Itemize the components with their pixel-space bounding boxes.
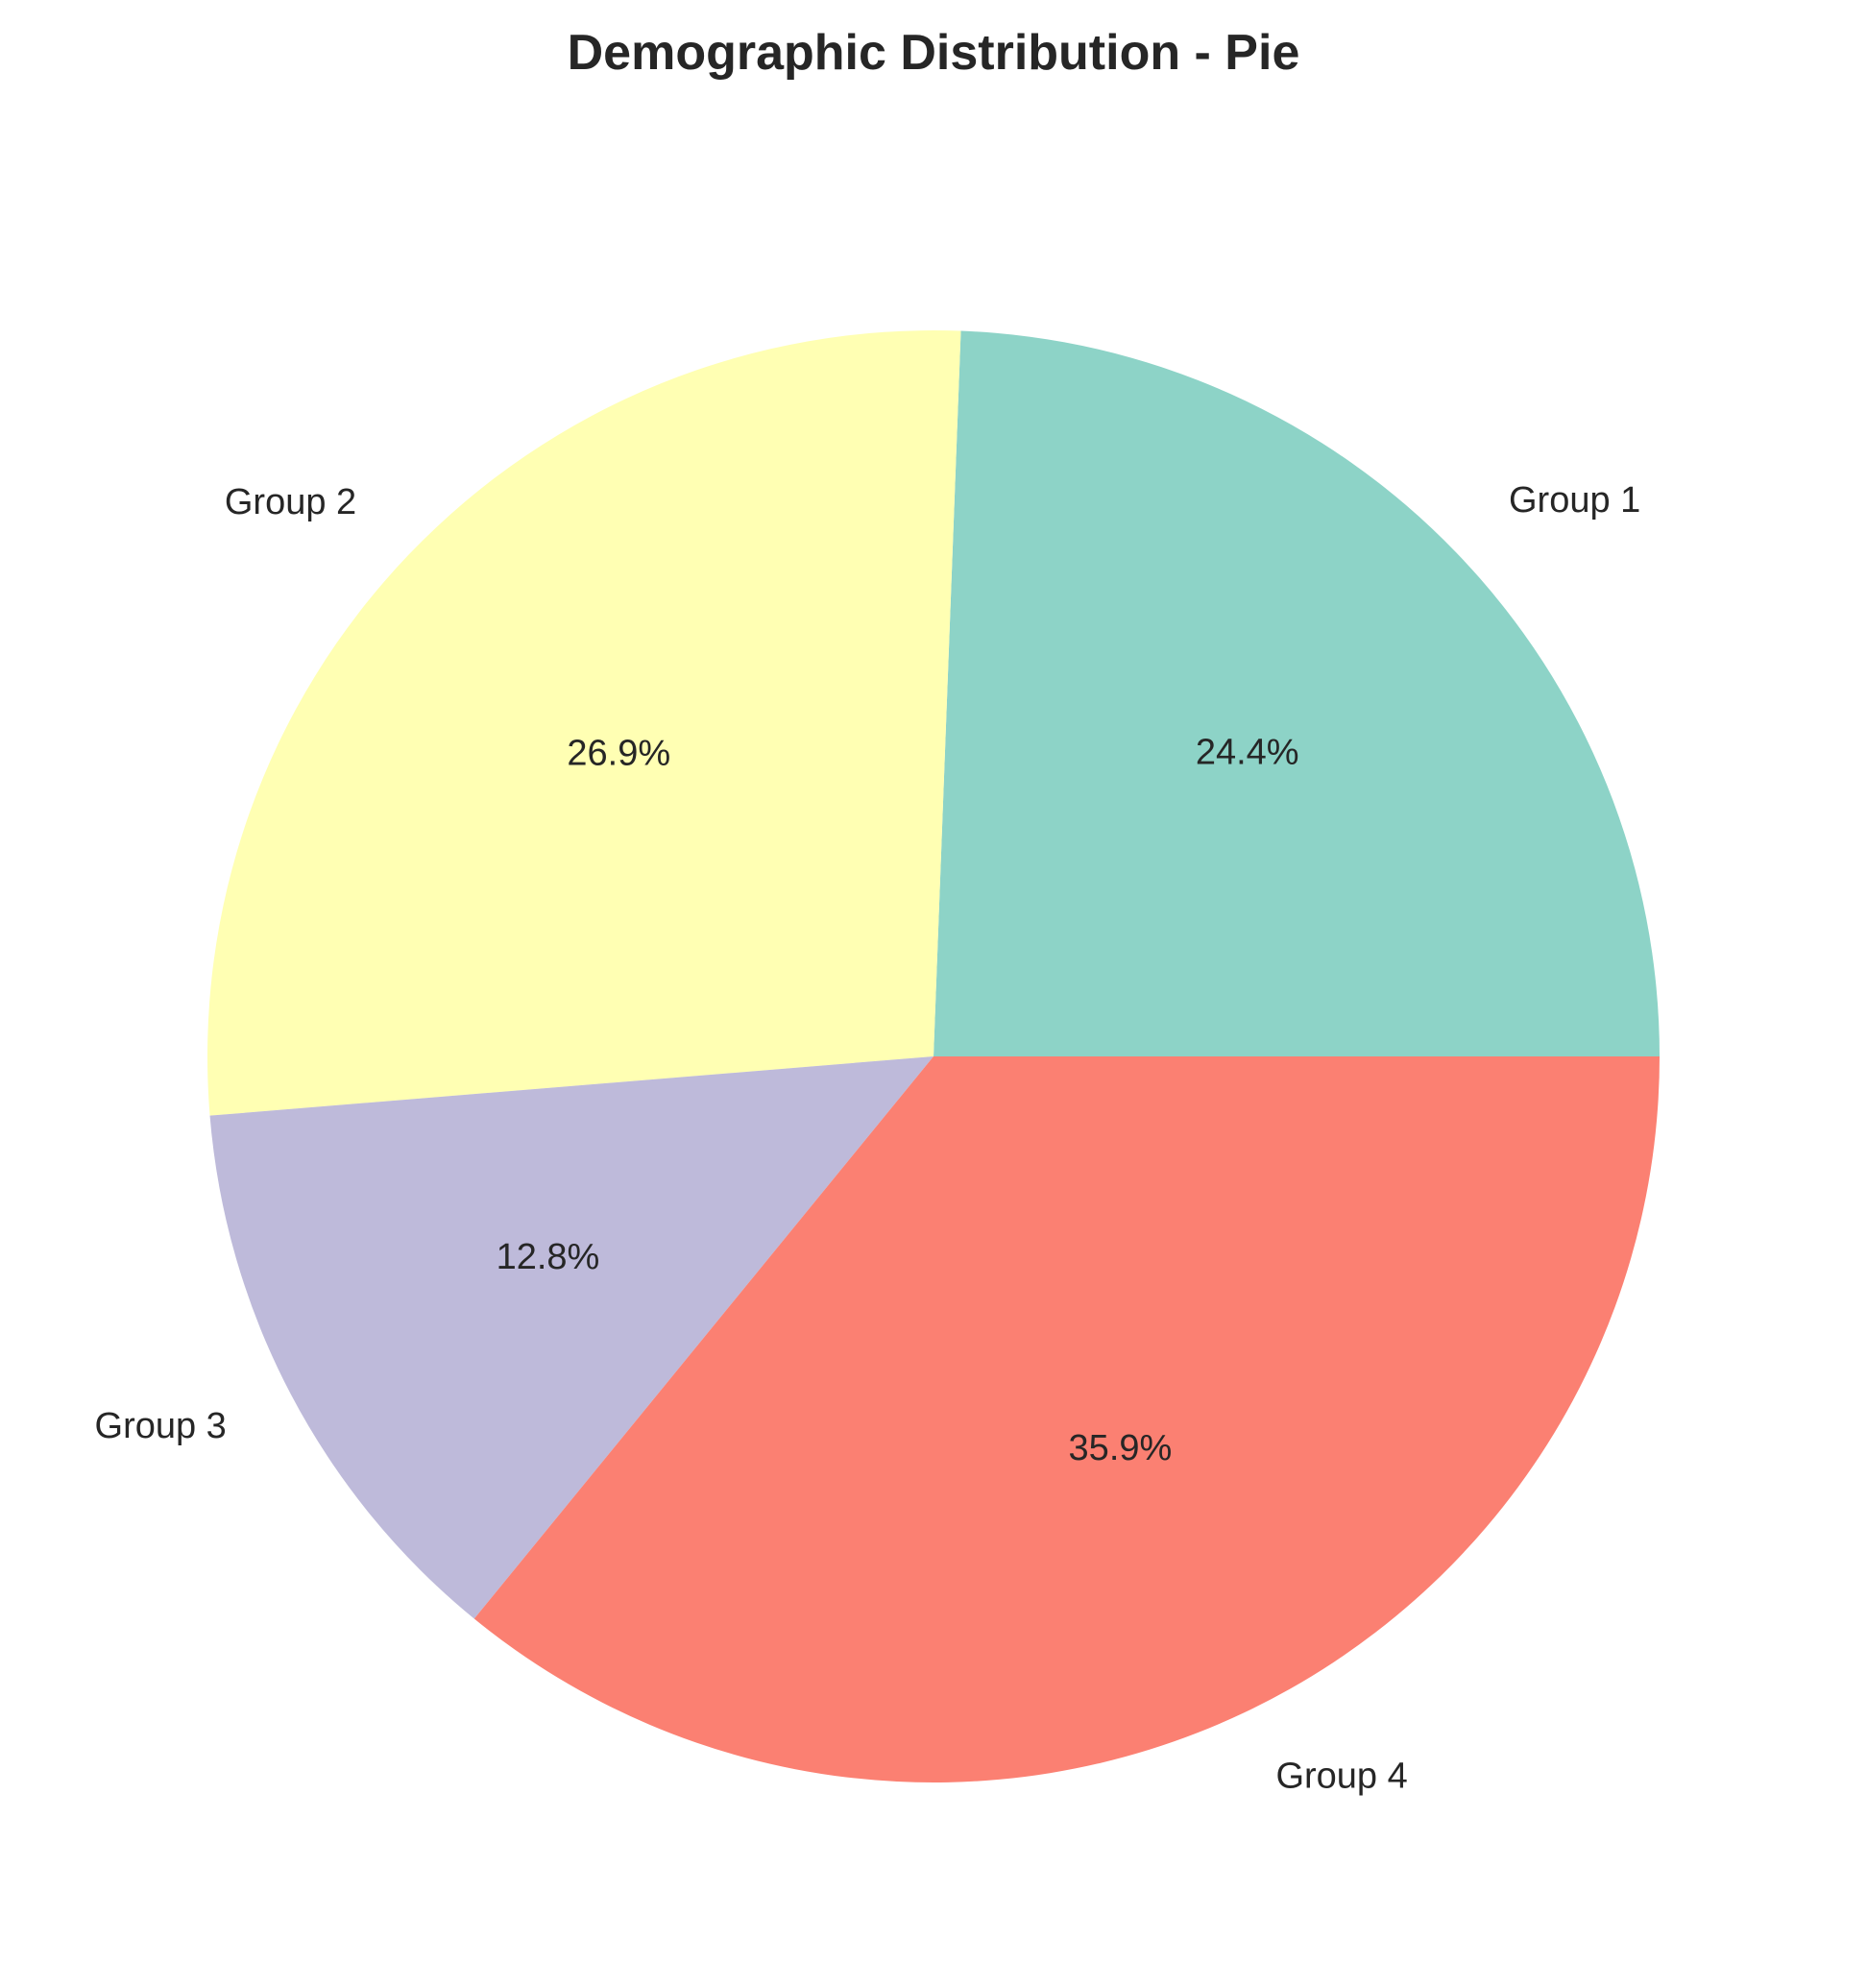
pie-slice-1 <box>934 330 1660 1056</box>
pie-labels: Group 1 24.4% Group 2 26.9% Group 3 12.8% Grou… <box>95 480 1641 1796</box>
pie-slice-2 <box>206 330 961 1116</box>
slice-label-4: Group 4 <box>1275 1756 1407 1796</box>
slice-percent-label-2: 26.9% <box>567 733 670 773</box>
chart-title: Demographic Distribution - Pie <box>568 25 1300 81</box>
slice-percent-label-4: 35.9% <box>1069 1428 1173 1468</box>
slice-percent-label-1: 24.4% <box>1196 732 1299 772</box>
pie-slice-3 <box>209 1056 934 1619</box>
pie-slice-4 <box>473 1056 1660 1782</box>
slice-label-2: Group 2 <box>225 482 356 522</box>
slice-label-1: Group 1 <box>1509 480 1640 521</box>
slice-percent-label-3: 12.8% <box>497 1237 600 1277</box>
slice-label-3: Group 3 <box>95 1406 227 1446</box>
pie-slices <box>206 330 1660 1782</box>
